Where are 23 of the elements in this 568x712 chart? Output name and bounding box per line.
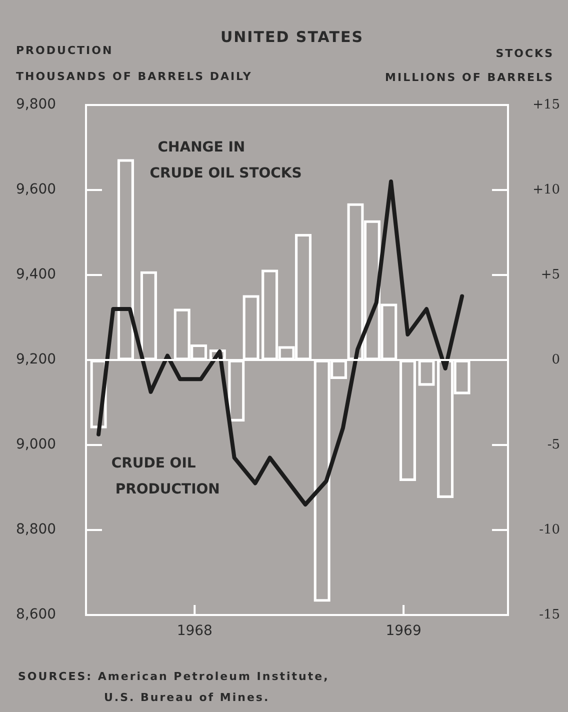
x-tick-label: 1969 xyxy=(386,623,422,640)
y-tick-label: 8,800 xyxy=(16,522,56,538)
y2-tick-label: +5 xyxy=(540,267,560,282)
y-tick-label: 9,400 xyxy=(16,266,56,283)
text: U.S. Bureau of Mines. xyxy=(103,690,271,706)
y2-tick-label: +15 xyxy=(532,97,560,112)
y-axis-title: PRODUCTION THOUSANDS OF BARRELS DAILY xyxy=(16,44,252,83)
chart-title: UNITED STATES xyxy=(220,28,364,46)
y2-tick-label: -10 xyxy=(539,522,560,538)
series-label: CRUDE OIL PRODUCTION xyxy=(111,456,220,498)
y-tick-label: 9,800 xyxy=(16,96,56,113)
series-label: CHANGE IN CRUDE OIL STOCKS xyxy=(150,139,302,182)
source-note: SOURCES: American Petroleum Institute, xyxy=(18,669,330,685)
y2-tick-label: 0 xyxy=(552,352,560,368)
y2-tick-label: -5 xyxy=(547,437,560,452)
y2-axis-title: STOCKS MILLIONS OF BARRELS xyxy=(385,46,554,86)
y2-tick-label: +10 xyxy=(532,182,560,198)
y-tick-label: 9,000 xyxy=(16,436,56,453)
y2-tick-label: -15 xyxy=(539,607,560,622)
y-tick-label: 8,600 xyxy=(16,606,56,623)
y-tick-label: 9,200 xyxy=(16,352,56,368)
x-tick-label: 1968 xyxy=(176,623,212,640)
y-tick-label: 9,600 xyxy=(16,182,56,198)
